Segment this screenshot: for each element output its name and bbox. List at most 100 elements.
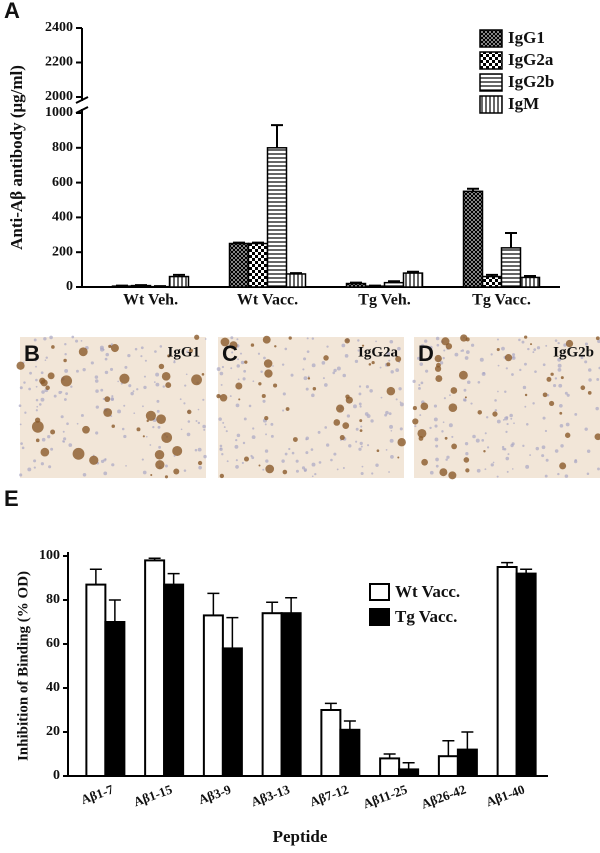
cell	[40, 371, 44, 375]
plaque	[274, 345, 277, 348]
cell	[33, 459, 37, 463]
cell	[187, 420, 191, 423]
cell	[18, 404, 22, 408]
cell	[222, 421, 225, 424]
cell	[317, 430, 321, 434]
cell	[219, 371, 224, 376]
bar	[345, 282, 367, 288]
cell	[19, 473, 23, 477]
plaque	[258, 382, 262, 386]
cell	[33, 466, 36, 469]
cell	[183, 402, 186, 405]
cell	[484, 432, 487, 435]
cell	[553, 384, 557, 388]
cell	[34, 358, 38, 362]
cell	[342, 373, 347, 378]
plaque	[154, 450, 165, 460]
micrograph-label: IgG2b	[553, 344, 594, 360]
bar	[221, 647, 243, 778]
cell	[248, 404, 252, 408]
cell	[333, 368, 337, 373]
cell	[41, 437, 46, 442]
cell	[342, 467, 345, 470]
cell	[100, 459, 105, 464]
plaque	[386, 386, 396, 396]
cell	[417, 356, 421, 360]
cell	[128, 384, 132, 388]
cell	[311, 337, 315, 340]
cell	[490, 463, 494, 467]
cell	[235, 403, 240, 408]
cell	[236, 364, 240, 368]
bar	[481, 275, 503, 288]
bar	[462, 190, 484, 288]
cell	[197, 421, 201, 425]
cell	[183, 469, 187, 472]
plaque	[155, 460, 165, 470]
plaque	[496, 347, 500, 352]
plaque	[524, 335, 528, 339]
plaque	[559, 462, 567, 470]
cell	[330, 458, 333, 462]
cell	[123, 404, 126, 407]
error-bar	[233, 241, 245, 244]
cell	[223, 426, 226, 429]
error-bar	[467, 187, 479, 192]
plaque	[436, 362, 441, 368]
cell	[502, 447, 505, 451]
plaque	[238, 398, 241, 401]
cell	[536, 346, 541, 350]
cell	[358, 385, 362, 388]
cell	[522, 385, 527, 390]
plaque	[483, 450, 486, 453]
error-bar	[402, 762, 415, 770]
cell	[53, 394, 57, 398]
cell	[527, 347, 530, 351]
plaque	[564, 432, 571, 438]
cell	[197, 408, 200, 411]
legend-swatch	[479, 95, 503, 114]
plaque	[264, 415, 269, 421]
cell	[429, 426, 432, 430]
cell	[359, 405, 362, 408]
plaque	[595, 336, 600, 341]
cell	[433, 404, 438, 408]
cell	[443, 349, 446, 352]
cell	[156, 409, 160, 413]
cell	[252, 427, 255, 430]
cell	[95, 389, 99, 393]
plaque	[258, 464, 261, 467]
cell	[465, 350, 470, 355]
cell	[497, 364, 500, 367]
cell	[262, 399, 266, 403]
cell	[365, 385, 369, 389]
cell	[35, 378, 38, 382]
cell	[361, 465, 364, 468]
cell	[442, 421, 445, 424]
cell	[270, 434, 274, 438]
error-bar	[89, 568, 102, 585]
cell	[386, 351, 390, 356]
cell	[588, 378, 592, 382]
cell	[314, 472, 317, 476]
cell	[235, 465, 239, 469]
cell	[35, 409, 38, 412]
cell	[311, 363, 316, 368]
cell	[236, 433, 241, 438]
cell	[544, 429, 548, 433]
plaque	[587, 391, 592, 395]
cell	[348, 444, 352, 448]
cell	[48, 465, 52, 469]
y-tick-label: 2400	[45, 20, 73, 35]
plaque	[420, 402, 429, 411]
plaque	[161, 372, 171, 381]
cell	[476, 468, 481, 473]
cell	[272, 365, 274, 367]
cell	[62, 440, 65, 443]
cell	[461, 349, 465, 352]
cell	[66, 422, 69, 426]
x-tick-label: Aβ26-42	[419, 782, 468, 812]
cell	[353, 404, 357, 409]
bar	[437, 755, 459, 778]
cell	[477, 380, 481, 384]
